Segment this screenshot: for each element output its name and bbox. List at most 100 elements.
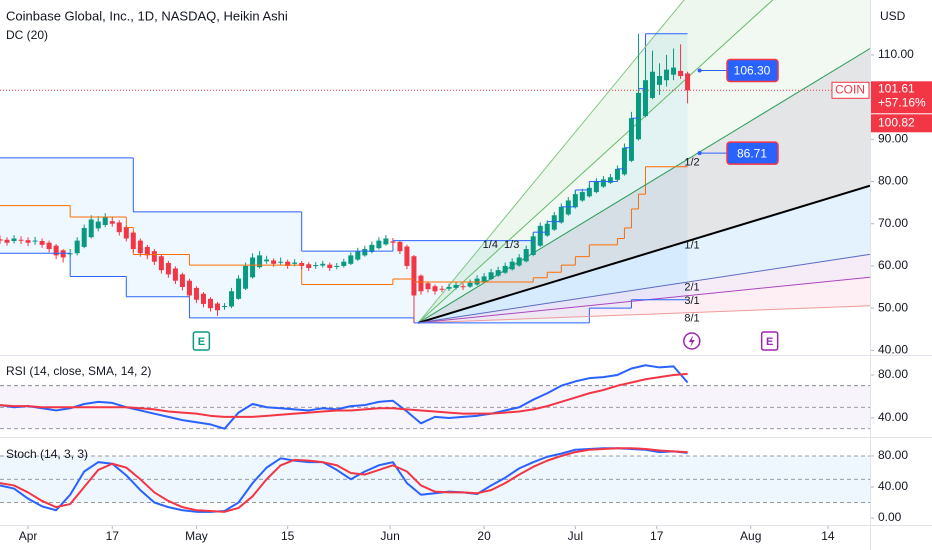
candle-body [81, 227, 87, 247]
candle-body [334, 265, 340, 267]
x-tick-label: Apr [19, 529, 38, 543]
candle-body [25, 240, 31, 243]
candle-body [306, 264, 312, 269]
event-icon [688, 335, 695, 347]
candle-body [341, 261, 347, 266]
candle-body [657, 75, 663, 85]
y-tick-label: 40.00 [878, 479, 908, 493]
candle-body [635, 92, 641, 140]
candle-body [362, 249, 368, 256]
close-box [871, 114, 932, 133]
candle-body [614, 168, 620, 180]
candle-body [348, 255, 354, 264]
candle-body [32, 240, 38, 242]
y-tick-label: 40.00 [878, 343, 908, 357]
candle-body [158, 256, 164, 271]
candle-body [200, 293, 206, 304]
fan-label: 8/1 [684, 312, 699, 324]
candle-body [186, 280, 192, 296]
candle-body [116, 222, 122, 233]
y-tick-label: 90.00 [878, 131, 908, 145]
candle-body [446, 287, 452, 289]
candle-body [488, 272, 494, 280]
candle-body [257, 255, 263, 268]
candle-body [607, 177, 613, 183]
stoch-title: Stoch (14, 3, 3) [6, 447, 88, 461]
indicator-label: DC (20) [6, 28, 48, 42]
annotation-label: 86.71 [737, 146, 767, 160]
candle-body [425, 283, 431, 290]
candle-body [102, 217, 108, 225]
candle-body [383, 238, 389, 245]
fan-line [418, 253, 870, 324]
candle-body [74, 240, 80, 254]
x-tick-label: Jul [568, 529, 583, 543]
x-tick-label: 15 [281, 529, 295, 543]
candle-body [137, 240, 143, 254]
candle-body [88, 219, 94, 238]
candle-body [671, 67, 677, 75]
y-tick-label: 80.00 [878, 174, 908, 188]
candle-body [207, 298, 213, 309]
candle-body [229, 291, 235, 307]
indicator-line [0, 447, 688, 513]
candle-body [642, 80, 648, 117]
candle-body [144, 246, 150, 256]
candle-body [39, 241, 45, 245]
candle-body [544, 223, 550, 236]
overlay: 40.0050.0060.0070.0080.0090.00100.00110.… [0, 33, 932, 543]
candle-body [179, 274, 185, 288]
candle-body [453, 284, 459, 288]
candle-body [4, 239, 10, 243]
candle-body [193, 287, 199, 300]
candle-body [579, 192, 585, 201]
candle-body [418, 275, 424, 292]
chart-title: Coinbase Global, Inc., 1D, NASDAQ, Heiki… [6, 8, 288, 23]
candle-body [53, 245, 59, 256]
price-box [871, 81, 932, 114]
x-tick-label: 20 [477, 529, 491, 543]
candle-body [523, 249, 529, 262]
candle-body [439, 288, 445, 290]
candle-body [172, 268, 178, 281]
candle-body [558, 206, 564, 223]
candle-body [243, 265, 249, 289]
fan-label: 1/1 [684, 240, 699, 252]
symbol-label: COIN [835, 82, 865, 96]
x-tick-label: 14 [821, 529, 835, 543]
candle-body [215, 303, 220, 311]
candle-body [467, 282, 473, 287]
candle-body [678, 70, 684, 76]
candle-body [593, 181, 599, 193]
x-tick-label: Aug [740, 529, 761, 543]
candle-body [292, 262, 298, 264]
fan-label: 2/1 [684, 281, 699, 293]
event-label: E [198, 336, 205, 348]
event-marker [192, 331, 211, 351]
candle-body [151, 251, 157, 262]
candle-body [530, 236, 536, 255]
currency: USD [880, 9, 906, 23]
candle-body [628, 118, 634, 161]
y-tick-label: 110.00 [878, 47, 914, 61]
candle-body [278, 261, 284, 263]
fan-label: 3/1 [684, 295, 699, 307]
candle-body [18, 239, 24, 241]
x-tick-label: 17 [106, 529, 120, 543]
event-label: E [766, 336, 773, 348]
indicator-line [0, 364, 689, 430]
candle-body [369, 244, 375, 253]
x-tick-label: May [185, 529, 208, 543]
candle-body [327, 264, 333, 269]
fan-label: 1/3 [504, 239, 519, 251]
fan-label: 1/2 [684, 157, 699, 169]
channel-fill [0, 33, 688, 323]
candle-body [432, 286, 438, 292]
candle-body [320, 263, 326, 266]
y-tick-label: 80.00 [878, 448, 908, 462]
fan-label: 1/4 [483, 239, 498, 251]
candle-body [502, 265, 508, 273]
candle-body [565, 200, 571, 215]
candle-body [0, 239, 3, 241]
